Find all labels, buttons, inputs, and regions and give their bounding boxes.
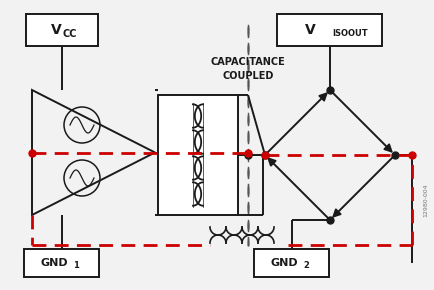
Bar [277, 14, 381, 46]
Text: GND: GND [40, 258, 68, 268]
Bar [24, 249, 99, 277]
Text: 12980-004: 12980-004 [423, 183, 427, 217]
Text: ISOOUT: ISOOUT [332, 30, 367, 39]
Text: COUPLED: COUPLED [222, 71, 273, 81]
Text: 2: 2 [302, 262, 308, 271]
Text: CC: CC [62, 29, 77, 39]
Text: V: V [304, 23, 315, 37]
Text: V: V [50, 23, 61, 37]
Text: GND: GND [270, 258, 297, 268]
Bar [254, 249, 329, 277]
Bar [26, 14, 98, 46]
Text: CAPACITANCE: CAPACITANCE [210, 57, 285, 67]
Bar [158, 95, 237, 215]
Text: 1: 1 [73, 262, 79, 271]
